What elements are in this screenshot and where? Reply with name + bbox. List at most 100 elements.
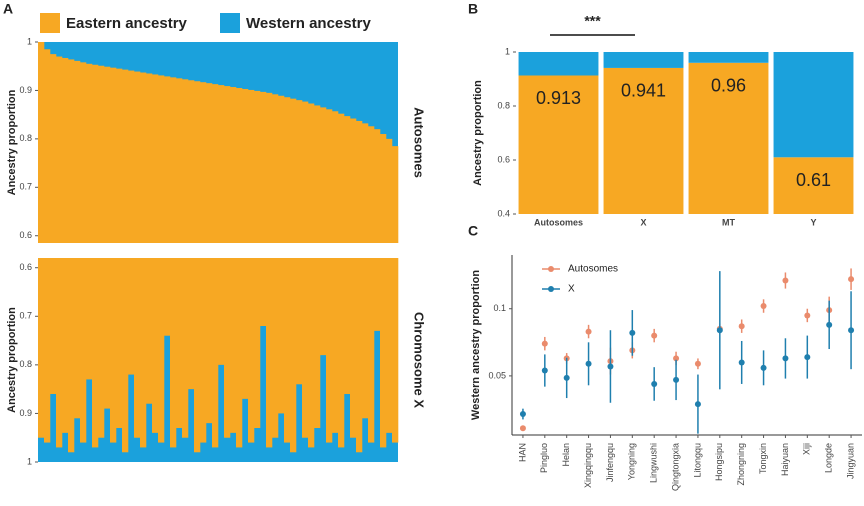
bar-segment <box>518 52 599 76</box>
bar <box>380 258 387 448</box>
bar <box>380 134 387 243</box>
y-axis-title: Western ancestry proportion <box>470 270 482 420</box>
x-tick-label: Xingqingqu <box>583 443 593 488</box>
bar <box>188 258 195 390</box>
bar <box>308 258 315 448</box>
bar <box>200 82 207 243</box>
point <box>629 329 636 336</box>
value-label: 0.941 <box>621 81 666 101</box>
value-label: 0.61 <box>796 170 831 190</box>
x-tick-label: Yongning <box>627 443 637 480</box>
y-tick-label: 0.1 <box>493 303 506 313</box>
point <box>694 360 701 367</box>
bar <box>74 258 81 419</box>
bar <box>386 258 393 433</box>
bar-segment <box>603 67 684 215</box>
y-axis-title: Ancestry proportion <box>6 307 18 413</box>
point <box>541 367 548 374</box>
bar <box>344 116 351 243</box>
bar <box>158 258 165 443</box>
bar <box>248 258 255 443</box>
bar <box>260 91 267 243</box>
y-tick-label: 0.8 <box>19 133 32 143</box>
bar <box>350 118 357 243</box>
bar <box>374 129 381 243</box>
bar <box>320 107 327 243</box>
bar <box>134 71 141 243</box>
y-tick-label: 1 <box>505 46 510 56</box>
bar <box>332 258 339 433</box>
y-tick-label: 1 <box>27 456 32 466</box>
bar-segment <box>688 52 769 63</box>
point <box>782 277 789 284</box>
bar <box>44 258 51 443</box>
bar <box>362 258 369 419</box>
x-tick-label: Jingyuan <box>845 443 855 479</box>
y-tick-label: 0.8 <box>497 100 510 110</box>
x-tick-label: Haiyuan <box>780 443 790 476</box>
y-axis-title: Ancestry proportion <box>472 80 484 186</box>
bar <box>284 258 291 443</box>
legend-swatch <box>220 13 240 33</box>
bar <box>218 258 225 365</box>
bar <box>194 81 201 243</box>
y-tick-label: 0.7 <box>19 311 32 321</box>
bar <box>206 258 213 424</box>
y-tick-label: 0.7 <box>19 182 32 192</box>
bar <box>392 146 399 243</box>
y-tick-label: 0.9 <box>19 85 32 95</box>
panel-label: A <box>3 1 13 17</box>
bar <box>68 258 75 453</box>
bar <box>56 258 63 448</box>
bar <box>182 79 189 243</box>
point <box>760 303 767 310</box>
bar <box>38 258 45 438</box>
bar <box>392 258 399 443</box>
x-tick-label: HAN <box>517 443 527 462</box>
strip-label: Chromosome X <box>412 312 427 408</box>
bar <box>356 120 363 243</box>
bar <box>254 258 261 428</box>
bar <box>368 258 375 443</box>
bar <box>146 73 153 243</box>
bar <box>110 258 117 443</box>
bar <box>350 258 357 438</box>
bar <box>302 101 309 244</box>
bar <box>128 70 135 244</box>
point <box>848 327 855 334</box>
bar <box>332 111 339 243</box>
x-tick-label: Qingtongxia <box>670 443 680 491</box>
point <box>738 323 745 330</box>
bar <box>122 69 129 243</box>
bar <box>290 98 297 243</box>
y-tick-label: 0.6 <box>19 262 32 272</box>
legend-point <box>548 286 554 292</box>
bar-segment <box>773 52 854 158</box>
bar <box>110 67 117 243</box>
bar <box>188 80 195 243</box>
legend-label: Western ancestry <box>246 15 371 32</box>
x-tick-label: Zhongning <box>736 443 746 486</box>
value-label: 0.96 <box>711 76 746 96</box>
bar <box>278 258 285 414</box>
legend-label: Autosomes <box>568 264 618 275</box>
point <box>848 276 855 283</box>
x-tick-label: Autosomes <box>534 217 583 227</box>
point <box>738 359 745 366</box>
bar <box>302 258 309 438</box>
y-tick-label: 0.05 <box>488 370 506 380</box>
strip-label: Autosomes <box>412 107 427 178</box>
bar-segment <box>518 75 599 215</box>
bar <box>164 258 171 336</box>
point <box>651 380 658 387</box>
bar <box>326 258 333 443</box>
x-tick-label: Xiji <box>802 443 812 455</box>
bar <box>98 258 105 438</box>
significance-label: *** <box>584 13 601 29</box>
bar <box>206 83 213 244</box>
bar <box>176 258 183 428</box>
point <box>804 354 811 361</box>
point <box>651 332 658 339</box>
x-tick-label: MT <box>722 217 735 227</box>
x-tick-label: Hongsipu <box>714 443 724 481</box>
